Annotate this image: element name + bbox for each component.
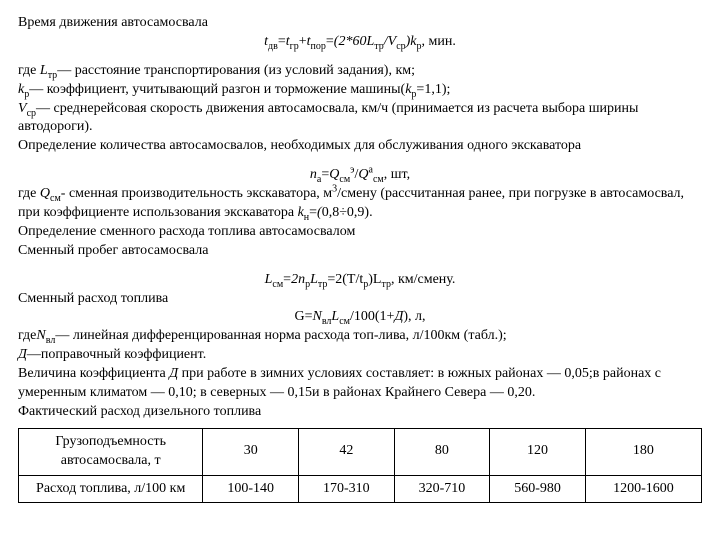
def-ltr: где Lтр— расстояние транспортирования (и… (18, 62, 702, 81)
cell: 180 (585, 428, 701, 475)
cell: 120 (490, 428, 586, 475)
row1-label: Грузоподъемность автосамосвала, т (19, 428, 203, 475)
cell: 170-310 (299, 475, 395, 503)
def-d-values: Величина коэффициента Д при работе в зим… (18, 365, 702, 403)
def-count: Определение количества автосамосвалов, н… (18, 137, 702, 156)
cell: 42 (299, 428, 395, 475)
fuel-table: Грузоподъемность автосамосвала, т 30 42 … (18, 428, 702, 504)
cell: 560-980 (490, 475, 586, 503)
def-d: Д—поправочный коэффициент. (18, 346, 702, 365)
cell: 1200-1600 (585, 475, 701, 503)
fuel-per-shift: Сменный расход топлива (18, 290, 702, 309)
def-qsm: где Qсм- сменная производительность экск… (18, 185, 702, 223)
formula-1: tдв=tгр+tпор=(2*60Lтр/Vср)kр, мин. (18, 33, 702, 52)
def-kp: kр— коэффициент, учитывающий разгон и то… (18, 81, 702, 100)
def-vsr: Vср— среднерейсовая скорость движения ав… (18, 100, 702, 138)
formula-3: Lсм=2nрLтр=2(T/tр)Lтр, км/смену. (18, 271, 702, 290)
def-fuel-heading: Определение сменного расхода топлива авт… (18, 223, 702, 242)
row2-label: Расход топлива, л/100 км (19, 475, 203, 503)
heading: Время движения автосамосвала (18, 14, 702, 33)
formula-2: nа=Qсмэ/Qасм, шт, (18, 166, 702, 185)
table-row: Расход топлива, л/100 км 100-140 170-310… (19, 475, 702, 503)
formula-4: G=NвлLсм/100(1+Д), л, (18, 308, 702, 327)
cell: 30 (203, 428, 299, 475)
def-actual-fuel: Фактический расход дизельного топлива (18, 403, 702, 422)
def-run-heading: Сменный пробег автосамосвала (18, 242, 702, 261)
def-nvl: гдеNвл— линейная дифференцированная норм… (18, 327, 702, 346)
cell: 320-710 (394, 475, 490, 503)
cell: 80 (394, 428, 490, 475)
cell: 100-140 (203, 475, 299, 503)
table-row: Грузоподъемность автосамосвала, т 30 42 … (19, 428, 702, 475)
